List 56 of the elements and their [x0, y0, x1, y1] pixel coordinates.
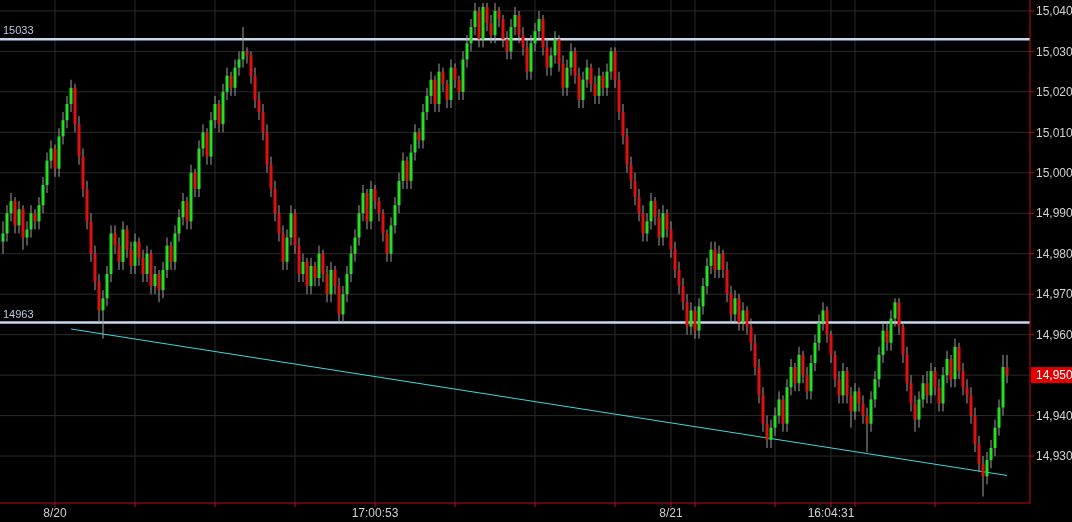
- candlestick: [1005, 354, 1009, 384]
- text: 14,950: [1036, 368, 1072, 383]
- candlestick: [925, 370, 929, 404]
- candlestick: [597, 67, 601, 105]
- y-tick-label: 14,930: [1036, 449, 1072, 464]
- y-tick-label: 14,960: [1036, 327, 1072, 342]
- x-tick-label: 8/20: [43, 506, 67, 520]
- candlestick: [865, 407, 869, 453]
- y-tick-label: 15,010: [1036, 125, 1072, 140]
- candlestick: [309, 257, 313, 295]
- candlestick: [29, 204, 33, 239]
- candlestick: [117, 237, 121, 271]
- candlestick: [53, 143, 57, 178]
- candlestick: [741, 301, 745, 332]
- candlestick: [229, 71, 233, 97]
- candlestick: [301, 253, 305, 283]
- candlestick: [853, 382, 857, 421]
- candlestick: [949, 354, 953, 388]
- candlestick: [689, 301, 693, 336]
- x-tick-label: 16:04:31: [807, 506, 855, 520]
- candlestick: [793, 362, 797, 392]
- candlestick: [417, 127, 421, 150]
- ref-line-label: 14963: [3, 307, 34, 320]
- x-tick-label: 17:00:53: [351, 506, 399, 520]
- candlestick: [885, 322, 889, 352]
- y-tick-label: 15,030: [1036, 44, 1072, 59]
- x-tick-label: 8/21: [659, 506, 683, 520]
- candlestick: [145, 245, 149, 283]
- candlestick: [717, 245, 721, 279]
- candlestick: [169, 241, 173, 271]
- candlestick: [241, 26, 245, 69]
- candlestick: [405, 156, 409, 190]
- candlestick: [713, 241, 717, 279]
- candlestick: [153, 265, 157, 295]
- y-tick-label: 15,000: [1036, 165, 1072, 180]
- y-tick-label: 15,040: [1036, 4, 1072, 19]
- candlestick: [601, 71, 605, 97]
- candlestick: [185, 196, 189, 230]
- candlestick: [537, 10, 541, 40]
- y-tick-label: 14,970: [1036, 287, 1072, 302]
- candlestick: [33, 208, 37, 230]
- candlestick: [649, 192, 653, 230]
- candlestick: [693, 305, 697, 340]
- candlestick: [777, 390, 781, 425]
- candlestick: [733, 289, 737, 324]
- candlestick: [553, 30, 557, 65]
- y-tick-label: 14,940: [1036, 408, 1072, 423]
- y-tick-label: 14,980: [1036, 246, 1072, 261]
- candlestick: [193, 168, 197, 198]
- candlestick: [217, 99, 221, 133]
- candlestick: [313, 261, 317, 287]
- y-tick-label: 15,020: [1036, 85, 1072, 100]
- y-tick-label: 14,990: [1036, 206, 1072, 221]
- candlestick: [157, 269, 161, 303]
- ref-line-label: 15033: [3, 24, 34, 37]
- candlestick: [17, 200, 21, 234]
